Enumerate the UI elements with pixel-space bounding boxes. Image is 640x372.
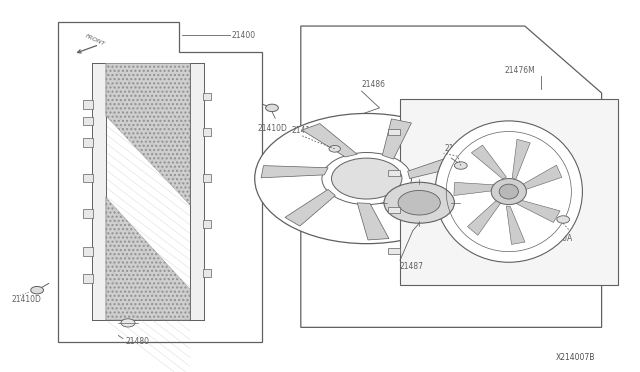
- Polygon shape: [467, 198, 501, 235]
- Bar: [83, 209, 93, 218]
- Text: X214007B: X214007B: [556, 353, 595, 362]
- Bar: [83, 247, 93, 256]
- Bar: [83, 100, 93, 109]
- Polygon shape: [302, 124, 357, 157]
- Circle shape: [332, 158, 402, 199]
- Circle shape: [31, 286, 44, 294]
- Ellipse shape: [499, 184, 518, 199]
- Circle shape: [557, 216, 570, 223]
- Ellipse shape: [435, 121, 582, 262]
- Bar: [203, 269, 211, 277]
- Circle shape: [255, 113, 479, 244]
- Text: 21410D: 21410D: [445, 144, 475, 153]
- Text: 21400: 21400: [232, 31, 256, 40]
- Circle shape: [322, 153, 412, 205]
- Bar: [400, 99, 618, 285]
- Polygon shape: [516, 199, 560, 222]
- Polygon shape: [506, 206, 525, 244]
- Bar: [203, 221, 211, 228]
- Polygon shape: [58, 22, 262, 342]
- Polygon shape: [285, 189, 335, 226]
- Circle shape: [454, 162, 467, 169]
- Polygon shape: [408, 153, 469, 179]
- Bar: [83, 116, 93, 125]
- Polygon shape: [454, 182, 499, 196]
- Polygon shape: [471, 145, 506, 179]
- Polygon shape: [106, 197, 190, 320]
- Circle shape: [121, 319, 135, 327]
- Text: 21480: 21480: [125, 337, 150, 346]
- Text: 21410A: 21410A: [544, 234, 573, 243]
- Circle shape: [329, 145, 340, 152]
- Polygon shape: [512, 139, 530, 180]
- Text: 21486: 21486: [362, 80, 385, 89]
- Polygon shape: [261, 166, 328, 178]
- Text: 21476M: 21476M: [504, 66, 535, 75]
- Bar: [190, 63, 204, 320]
- Bar: [93, 56, 208, 327]
- Bar: [203, 93, 211, 100]
- Bar: [203, 174, 211, 182]
- Bar: [92, 63, 106, 320]
- Polygon shape: [382, 119, 412, 159]
- Bar: [83, 138, 93, 147]
- Text: FRONT: FRONT: [84, 33, 106, 47]
- Polygon shape: [106, 63, 190, 205]
- Circle shape: [384, 182, 454, 223]
- Bar: [388, 129, 400, 135]
- Bar: [83, 274, 93, 283]
- Bar: [388, 170, 400, 176]
- Bar: [203, 128, 211, 135]
- Text: 21410D: 21410D: [12, 295, 42, 304]
- Bar: [388, 207, 400, 213]
- Polygon shape: [357, 203, 389, 240]
- Polygon shape: [394, 193, 461, 216]
- Bar: [83, 173, 93, 182]
- Circle shape: [266, 104, 278, 112]
- Text: 21487: 21487: [400, 262, 424, 271]
- Bar: [388, 248, 400, 254]
- Polygon shape: [301, 26, 602, 327]
- Text: 21410B: 21410B: [291, 126, 321, 135]
- Text: 21410D: 21410D: [257, 124, 287, 132]
- Polygon shape: [519, 165, 562, 192]
- Ellipse shape: [492, 179, 526, 205]
- Circle shape: [398, 190, 440, 215]
